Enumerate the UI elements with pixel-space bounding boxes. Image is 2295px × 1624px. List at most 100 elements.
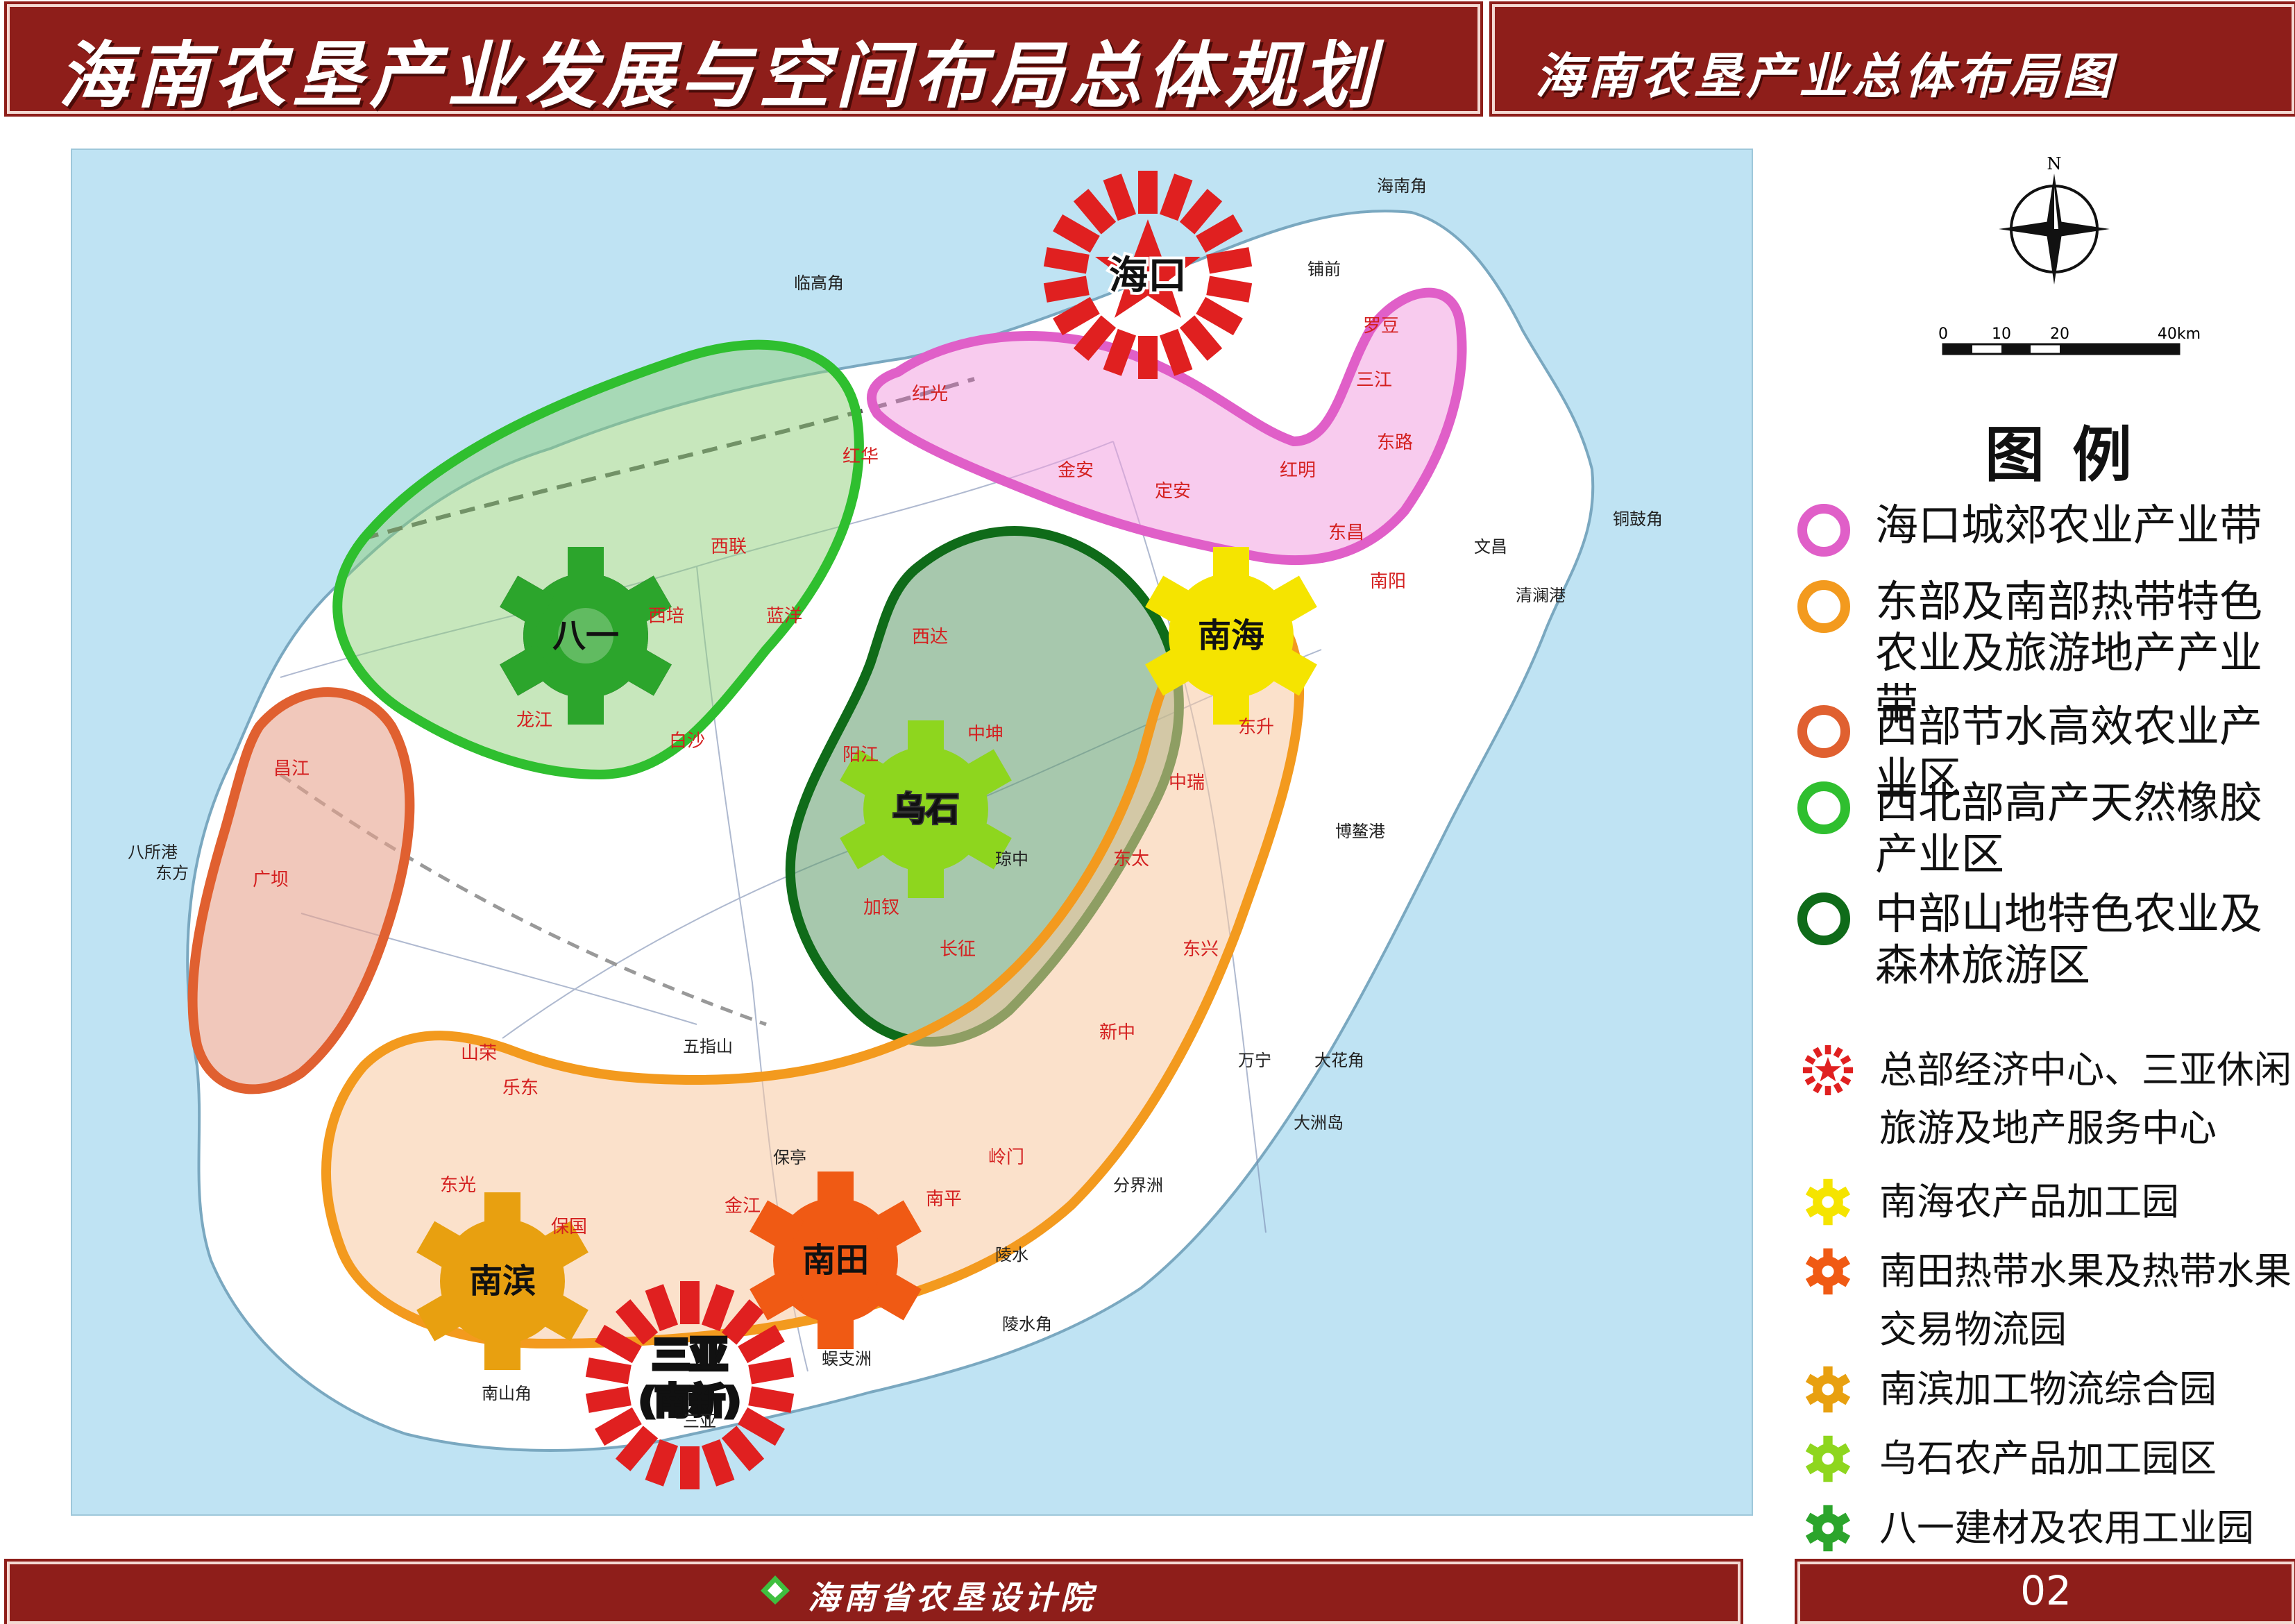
dark-green-ring-icon (1797, 893, 1850, 945)
place-changzheng: 长征 (940, 939, 976, 960)
footer-org: 海南省农垦设计院 (808, 1579, 1096, 1616)
institute-logo-icon (761, 1575, 790, 1605)
page-title: 海南农垦产业发展与空间布局总体规划 (58, 33, 1380, 118)
east-south-tropical-belt (321, 603, 1305, 1349)
legend-site-label: 总部经济中心、三亚休闲旅游及地产服务中心 (1879, 1048, 2292, 1150)
place-lingshui: 陵水 (995, 1245, 1028, 1264)
place-nanyang: 南阳 (1370, 571, 1406, 592)
place-nanshanjiao: 南山角 (482, 1384, 532, 1403)
place-hongming: 红明 (1280, 460, 1316, 481)
place-xipei: 西培 (648, 606, 684, 627)
page-number-bar: 02 (1797, 1562, 2294, 1624)
compass-icon: N (1999, 154, 2110, 285)
legend-title: 图例 (1985, 421, 2160, 490)
scale-tick-10: 10 (1992, 325, 2011, 343)
green-gear-icon (1805, 1505, 1851, 1552)
legend-panel: N 0 10 20 40km 图例 海口城郊农业产业带 东部及南部热带特色农业及… (1777, 139, 2292, 1552)
legend-zone-label: 海口城郊农业产业带 (1875, 500, 2263, 550)
place-dongtai: 东太 (1113, 849, 1149, 870)
place-wenchang: 文昌 (1474, 537, 1507, 557)
haikou-suburban-belt (867, 287, 1467, 566)
place-ledong: 乐东 (502, 1078, 539, 1099)
legend-zone-label: 中部山地特色农业及森林旅游区 (1875, 888, 2263, 990)
place-boaogang: 博鳌港 (1335, 822, 1385, 841)
place-jinjiang: 金江 (725, 1196, 761, 1217)
subtitle-bar: 海南农垦产业总体布局图 (1492, 4, 2294, 114)
place-puqian: 铺前 (1307, 260, 1341, 279)
place-nanping: 南平 (926, 1189, 962, 1210)
scale-bar: 0 10 20 40km (1938, 325, 2201, 355)
pink-ring-icon (1797, 504, 1850, 557)
place-hongguang: 红光 (912, 384, 948, 405)
legend-zone-label: 东部及南部热带特色农业及旅游地产产业带 (1875, 576, 2263, 729)
compass-north: N (2047, 154, 2062, 174)
legend-zone-label: 西部节水高效农业产业区 (1875, 701, 2263, 803)
place-dongchang: 东昌 (1328, 523, 1364, 543)
legend-site-label: 南滨加工物流综合园 (1879, 1367, 2217, 1411)
place-luodou: 罗豆 (1363, 316, 1399, 337)
place-lanyang: 蓝洋 (766, 606, 802, 627)
light-green-gear-icon (1805, 1435, 1851, 1482)
place-zhongkun: 中坤 (967, 724, 1003, 745)
page-number: 02 (2020, 1567, 2072, 1614)
hub-label-sanya: 三亚 (652, 1333, 727, 1377)
hub-label-sanya-nanxin: (南新) (639, 1381, 740, 1421)
place-tonggujiao: 铜鼓角 (1613, 509, 1663, 529)
yellow-gear-icon (1805, 1178, 1851, 1226)
place-longjiang: 龙江 (516, 710, 552, 731)
place-qinglangang: 清澜港 (1516, 586, 1566, 605)
hub-label-nanbin: 南滨 (469, 1262, 536, 1301)
place-baoguo: 保国 (551, 1217, 587, 1237)
place-yangjiang: 阳江 (842, 745, 879, 766)
map-subtitle: 海南农垦产业总体布局图 (1535, 47, 2115, 105)
legend-site-label: 乌石农产品加工园区 (1879, 1437, 2217, 1480)
green-ring-icon (1797, 781, 1850, 834)
place-zhongrui: 中瑞 (1169, 772, 1205, 793)
place-wuzhishan: 五指山 (683, 1037, 733, 1056)
haikou-hq-burst (1043, 171, 1253, 379)
place-donglu: 东路 (1377, 432, 1413, 453)
place-wanning: 万宁 (1238, 1051, 1271, 1070)
place-dongfang: 东方 (155, 863, 189, 883)
red-star-burst-icon (1802, 1044, 1854, 1096)
place-dingan: 定安 (1155, 481, 1191, 502)
west-water-saving-zone (187, 687, 415, 1094)
place-lingshuijiao: 陵水角 (1002, 1314, 1052, 1334)
bayi-gear-hub (558, 608, 613, 663)
place-xida: 西达 (912, 627, 948, 648)
hub-label-nanhai: 南海 (1198, 616, 1264, 655)
place-dongsheng: 东升 (1238, 717, 1274, 738)
place-jinan: 金安 (1058, 460, 1094, 481)
place-dongxing: 东兴 (1183, 939, 1219, 960)
place-honghua: 红华 (842, 446, 879, 467)
place-xinzhong: 新中 (1099, 1022, 1135, 1043)
place-fenjiezhou: 分界洲 (1113, 1176, 1163, 1195)
place-baisha: 白沙 (669, 731, 705, 752)
place-dazhoudao: 大洲岛 (1294, 1113, 1344, 1133)
scale-tick-20: 20 (2050, 325, 2069, 343)
place-wuzhizhou: 蜈支洲 (822, 1349, 872, 1369)
place-guangba: 广坝 (253, 870, 289, 890)
legend-zone-label: 西北部高产天然橡胶产业区 (1875, 777, 2263, 879)
place-jiachai: 加钗 (863, 897, 899, 918)
orange-red-gear-icon (1805, 1248, 1851, 1295)
place-sanjiang: 三江 (1356, 370, 1392, 391)
map-canvas: 海口 三亚 (南新) 八一 乌石 南海 南田 (128, 171, 1663, 1489)
hub-label-bayi: 八一 (552, 616, 619, 655)
place-shanrong: 山荣 (461, 1043, 497, 1064)
amber-gear-icon (1805, 1366, 1851, 1413)
hub-label-nantian: 南田 (802, 1241, 869, 1280)
place-sanya: 三亚 (683, 1412, 716, 1431)
legend-site-label: 南田热带水果及热带水果交易物流园 (1879, 1249, 2292, 1351)
scale-tick-40km: 40km (2158, 325, 2201, 343)
place-hainanjiao: 海南角 (1377, 176, 1427, 196)
place-dongguang: 东光 (440, 1175, 476, 1196)
place-lingmen: 岭门 (988, 1147, 1024, 1168)
hub-label-wushi: 乌石 (892, 790, 959, 829)
red-orange-ring-icon (1797, 705, 1850, 758)
place-xilian: 西联 (711, 536, 747, 557)
title-bar: 海南农垦产业发展与空间布局总体规划 (7, 4, 1480, 118)
legend-site-label: 八一建材及农用工业园 (1879, 1506, 2254, 1550)
hub-label-haikou: 海口 (1109, 253, 1187, 298)
place-basuogang: 八所港 (128, 843, 178, 862)
